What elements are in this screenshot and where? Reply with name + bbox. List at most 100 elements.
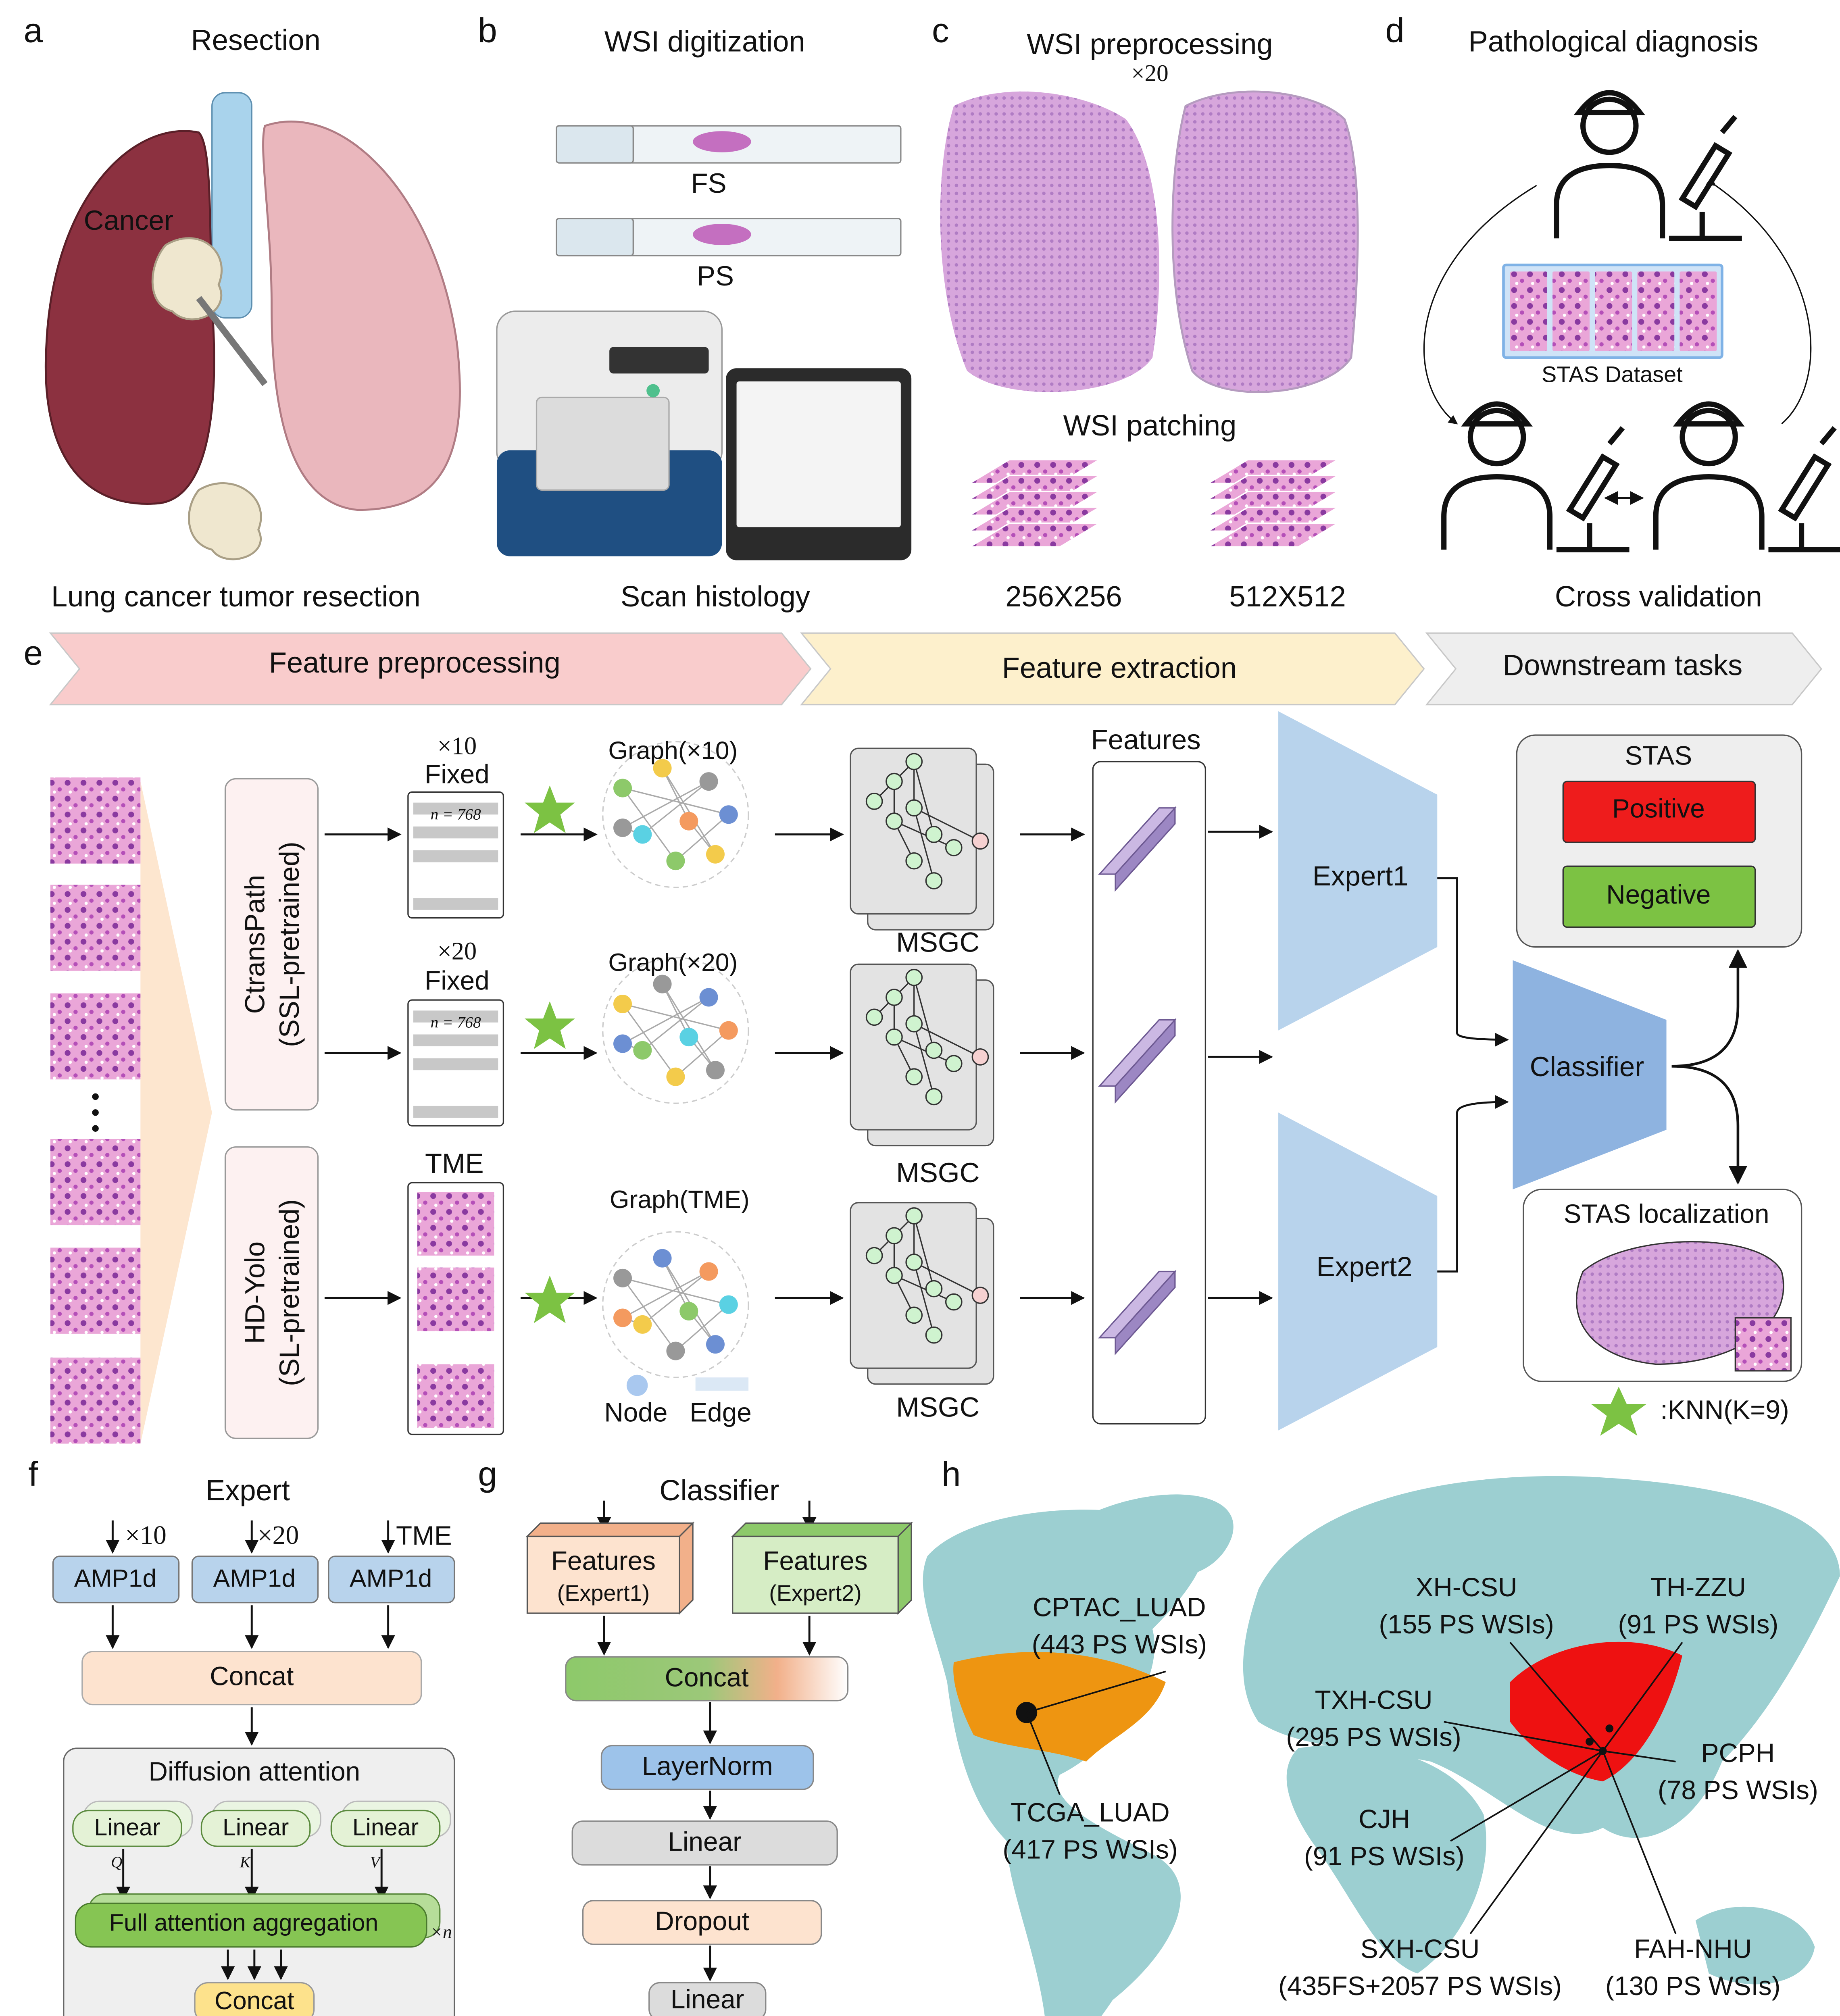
china — [1510, 1641, 1682, 1782]
label: Graph(×10) — [608, 737, 738, 764]
doctor-icon — [1441, 401, 1630, 552]
tree-edge — [913, 1262, 935, 1335]
graph-edge — [642, 997, 709, 1051]
layer-block — [600, 1745, 814, 1790]
slide-label — [556, 218, 634, 256]
panel-label: g — [478, 1455, 497, 1493]
label: ×20 — [258, 1520, 299, 1550]
legend-node — [626, 1375, 648, 1396]
label: HD-Yolo — [240, 1241, 271, 1344]
feature-row — [413, 1010, 498, 1023]
graph-node — [666, 852, 685, 871]
label: Linear — [671, 1985, 744, 2014]
label: TXH-CSU — [1315, 1685, 1433, 1714]
panel-label: f — [28, 1455, 38, 1493]
expert-trapezoid — [1278, 711, 1438, 1031]
graph-node — [706, 1061, 725, 1080]
graph-node — [719, 805, 738, 824]
msgc-card — [850, 1202, 977, 1369]
panel-title: Resection — [191, 24, 320, 56]
label: (91 PS WSIs) — [1618, 1610, 1778, 1639]
panel-title: Pathological diagnosis — [1469, 25, 1759, 58]
label: ×10 — [438, 732, 477, 760]
label: MSGC — [896, 1157, 979, 1188]
graph-node — [613, 1034, 632, 1053]
concat-block — [194, 1982, 315, 2016]
label: Linear — [223, 1814, 289, 1841]
leader-line — [1602, 1642, 1683, 1752]
graph-edge — [662, 768, 690, 822]
doctor-icon — [1653, 401, 1840, 552]
stage-chevron — [800, 632, 1425, 706]
tree-node — [971, 1048, 989, 1066]
tree-node — [905, 1068, 923, 1085]
body — [1653, 474, 1765, 550]
label: :KNN(K=9) — [1660, 1395, 1789, 1425]
encoder-box — [224, 1146, 319, 1439]
dataset-slide — [1637, 271, 1675, 351]
microscope — [1768, 426, 1840, 552]
tree-node — [925, 1280, 943, 1297]
feature-cube — [526, 1535, 680, 1614]
tree-edge — [913, 1216, 935, 1289]
label: K — [240, 1853, 251, 1871]
knn-star — [524, 1001, 575, 1049]
graph-edge — [622, 1277, 729, 1306]
label: Diffusion attention — [149, 1757, 360, 1786]
cycle-arrow — [1706, 177, 1812, 425]
graph-node — [699, 772, 718, 791]
label: Positive — [1612, 794, 1705, 823]
cube-side — [897, 1521, 912, 1615]
wsi-image — [940, 91, 1159, 392]
label: Linear — [94, 1814, 160, 1841]
tree-node — [905, 1254, 923, 1271]
feature-row — [413, 1058, 498, 1070]
body — [1441, 474, 1553, 550]
tme-patch — [417, 1364, 494, 1428]
tree-node — [925, 872, 943, 889]
greenland — [1099, 1494, 1234, 1577]
graph-node — [653, 1249, 672, 1268]
input-patch — [50, 1139, 141, 1225]
label: Features — [551, 1546, 656, 1576]
negative-box — [1562, 865, 1756, 928]
patch-stack — [1206, 522, 1340, 548]
features-box — [1092, 761, 1207, 1425]
label: Dropout — [655, 1906, 749, 1936]
tree-node — [886, 1227, 903, 1245]
label: TCGA_LUAD — [1011, 1798, 1169, 1827]
tree-node — [905, 1306, 923, 1324]
label: Q — [111, 1853, 122, 1871]
feature-row — [413, 826, 498, 839]
graph-edge — [622, 997, 709, 1044]
label: TME — [396, 1521, 452, 1550]
linear-block — [200, 1810, 311, 1847]
label: Graph(TME) — [610, 1186, 750, 1214]
label: (130 PS WSIs) — [1605, 1971, 1780, 2001]
label: MSGC — [896, 1391, 979, 1422]
tumor — [151, 237, 223, 321]
classifier-trapezoid — [1513, 960, 1667, 1189]
graph-node — [633, 1041, 652, 1060]
label: STAS — [1625, 741, 1692, 770]
label: Negative — [1606, 880, 1711, 909]
panel-title: WSI digitization — [604, 25, 805, 58]
connector — [1671, 1065, 1747, 1185]
feature-row — [413, 1034, 498, 1047]
label: PS — [697, 260, 734, 292]
monitor-stand — [808, 529, 829, 559]
label: ×10 — [125, 1520, 167, 1550]
feature-row — [413, 1106, 498, 1118]
label: AMP1d — [74, 1564, 157, 1592]
label: MSGC — [896, 927, 979, 958]
site-marker — [1016, 1702, 1038, 1723]
microscope — [1556, 426, 1630, 552]
label: (435FS+2057 PS WSIs) — [1278, 1971, 1562, 2001]
amp-block — [191, 1556, 319, 1604]
knn-star — [524, 785, 575, 833]
tissue — [693, 131, 751, 152]
label: Classifier — [1530, 1051, 1644, 1082]
tree-node — [925, 1088, 943, 1106]
label: (417 PS WSIs) — [1002, 1835, 1177, 1864]
